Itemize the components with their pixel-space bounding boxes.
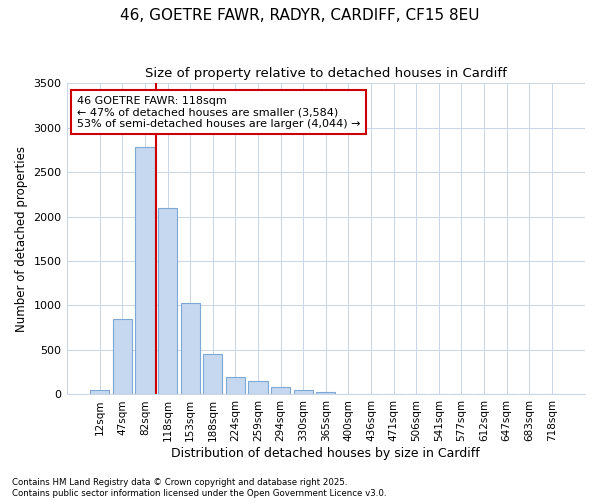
Y-axis label: Number of detached properties: Number of detached properties bbox=[15, 146, 28, 332]
Bar bbox=[316, 392, 335, 394]
Text: Contains HM Land Registry data © Crown copyright and database right 2025.
Contai: Contains HM Land Registry data © Crown c… bbox=[12, 478, 386, 498]
Bar bbox=[226, 376, 245, 394]
Text: 46 GOETRE FAWR: 118sqm
← 47% of detached houses are smaller (3,584)
53% of semi-: 46 GOETRE FAWR: 118sqm ← 47% of detached… bbox=[77, 96, 361, 128]
Bar bbox=[293, 390, 313, 394]
Bar bbox=[113, 319, 132, 394]
Bar bbox=[271, 388, 290, 394]
Bar bbox=[203, 354, 223, 395]
Title: Size of property relative to detached houses in Cardiff: Size of property relative to detached ho… bbox=[145, 68, 507, 80]
Text: 46, GOETRE FAWR, RADYR, CARDIFF, CF15 8EU: 46, GOETRE FAWR, RADYR, CARDIFF, CF15 8E… bbox=[120, 8, 480, 22]
Bar bbox=[181, 303, 200, 394]
Bar bbox=[248, 381, 268, 394]
Bar bbox=[90, 390, 109, 394]
Bar bbox=[158, 208, 177, 394]
X-axis label: Distribution of detached houses by size in Cardiff: Distribution of detached houses by size … bbox=[172, 447, 480, 460]
Bar bbox=[136, 147, 155, 394]
